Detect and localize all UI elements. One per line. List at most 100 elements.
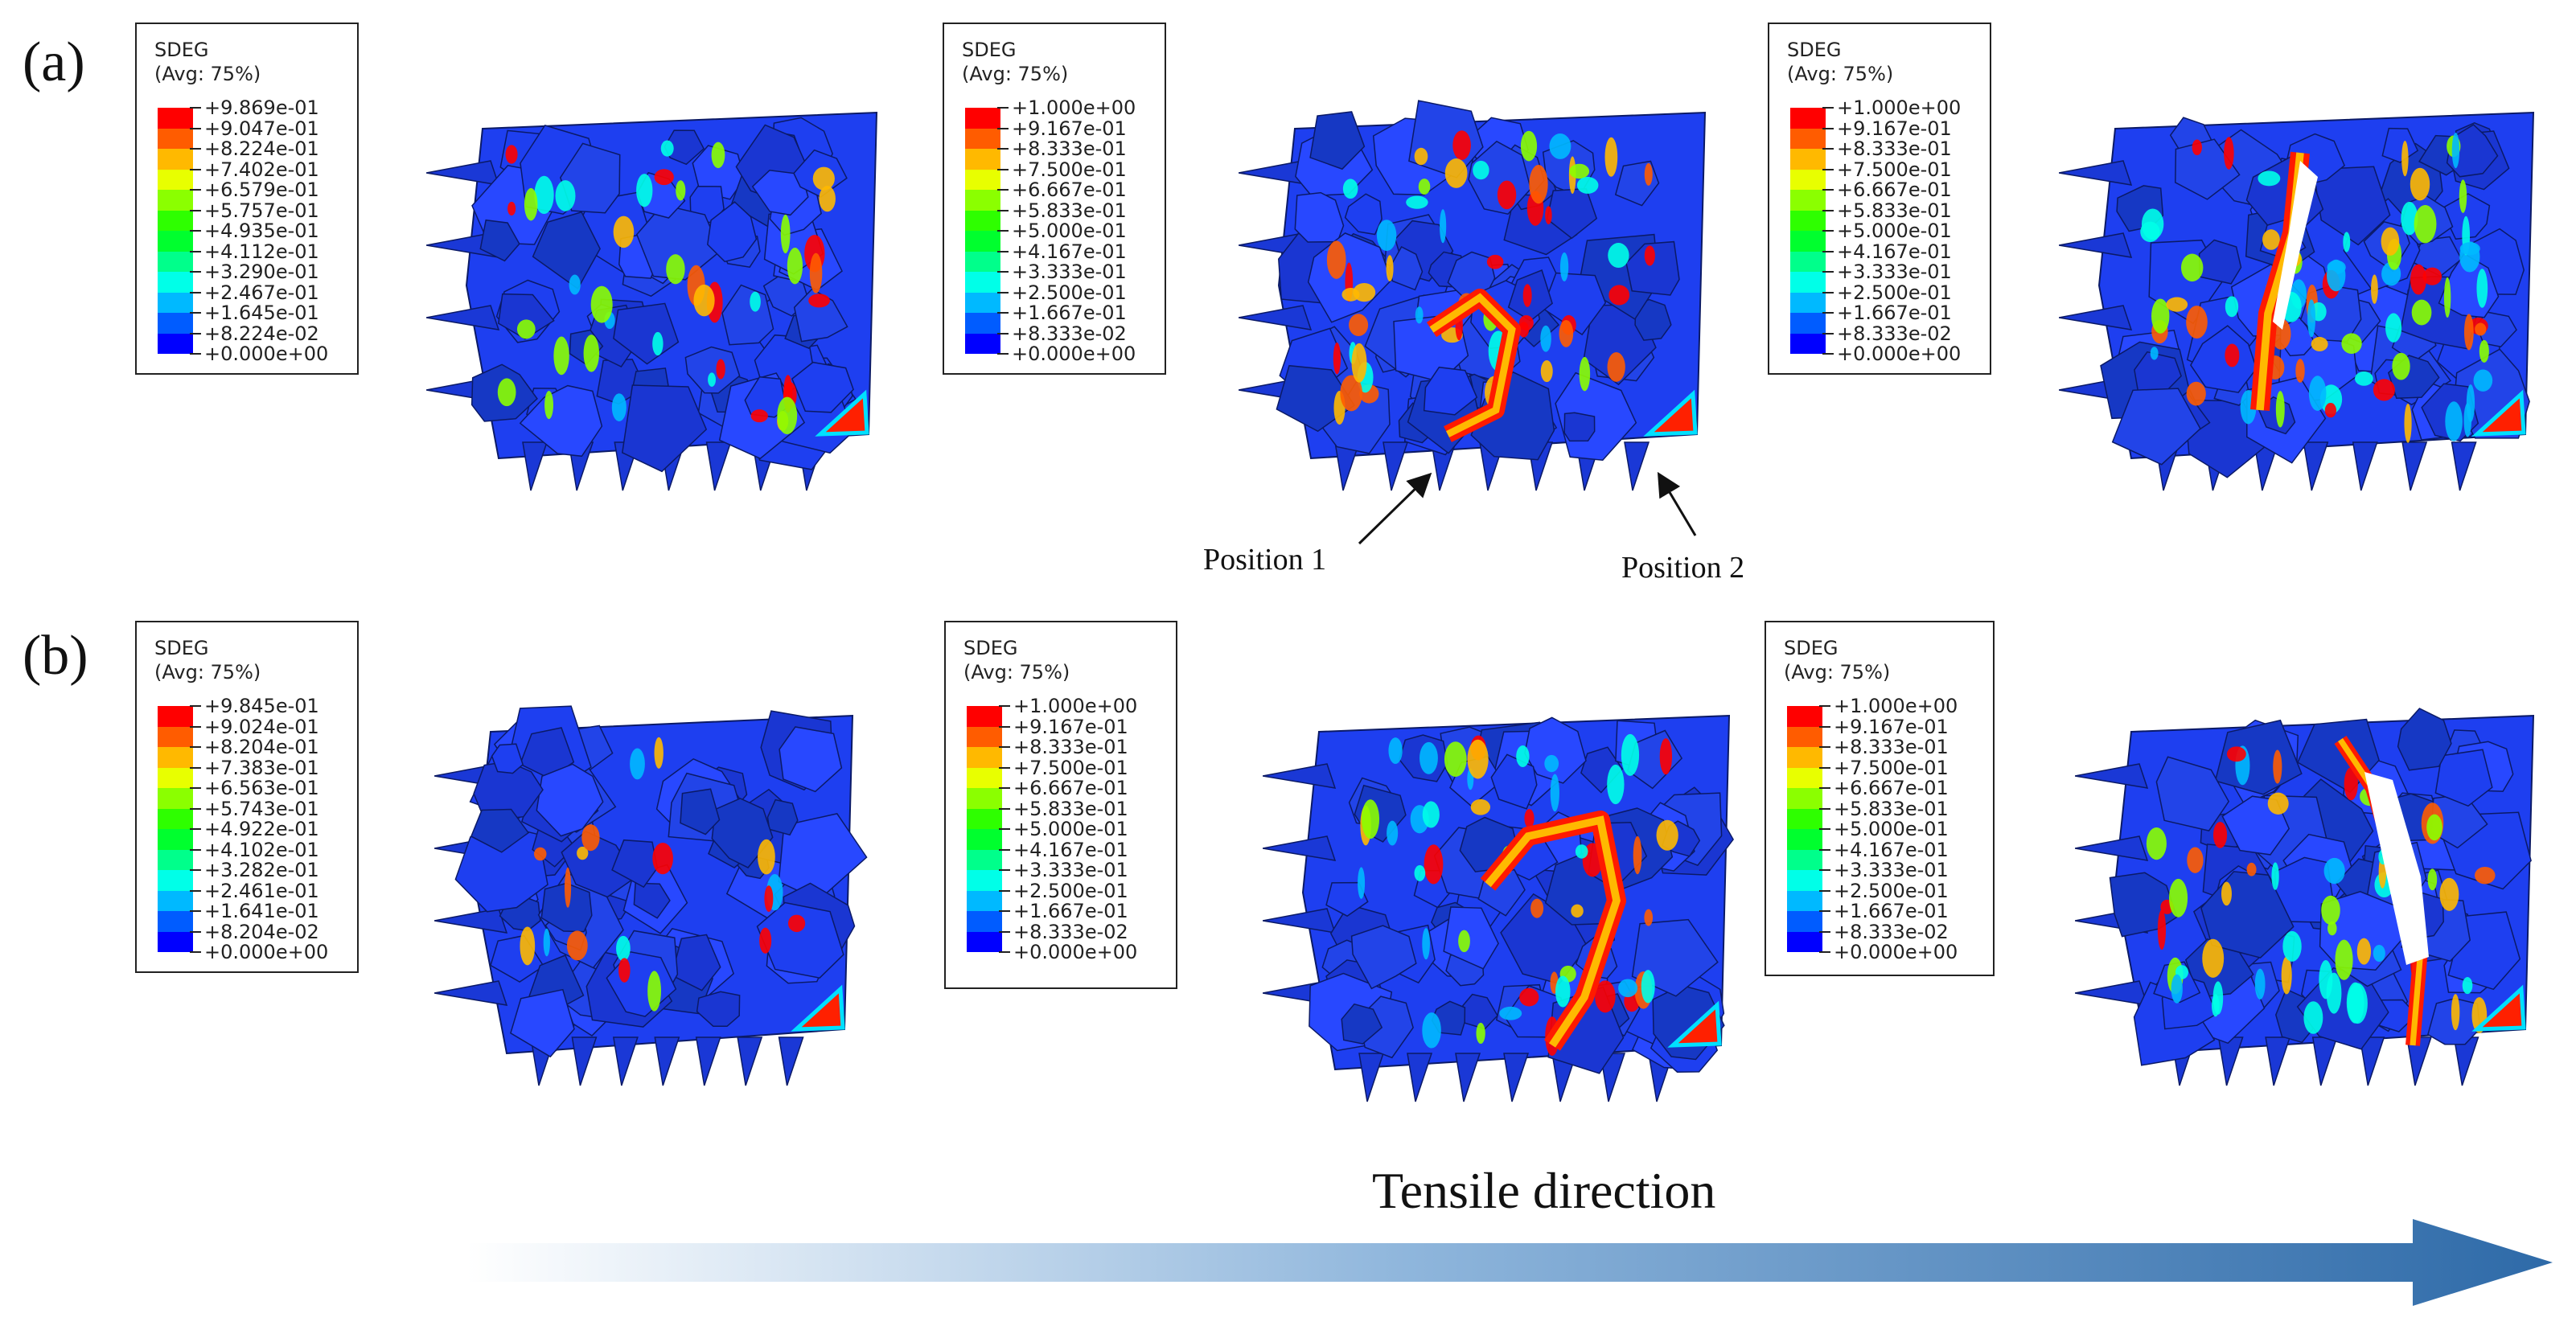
legend-tick [997, 189, 1009, 191]
damage-patch [1452, 130, 1471, 160]
grain [633, 882, 671, 919]
legend-value: +1.667e-01 [1012, 302, 1127, 324]
grain-spike [2075, 835, 2149, 861]
legend-value: +4.935e-01 [204, 220, 319, 242]
legend-tick [999, 910, 1010, 912]
legend-b2: SDEG (Avg: 75%) +1.000e+00 +9.167e-01 +8.333… [944, 621, 1177, 989]
row-label-a: (a) [23, 31, 85, 93]
damage-patch [660, 140, 674, 157]
damage-patch [1388, 737, 1403, 764]
legend-tick [1819, 787, 1830, 789]
grain-spike [426, 305, 500, 330]
damage-patch [2180, 253, 2204, 282]
legend-tick [1822, 148, 1834, 150]
legend-subtitle: (Avg: 75%) [154, 661, 261, 683]
damage-patch [1520, 130, 1538, 162]
damage-patch [1608, 243, 1629, 269]
damage-patch [583, 335, 600, 372]
damage-patch [1419, 741, 1438, 774]
grain-spike [1382, 441, 1409, 491]
damage-patch [2150, 347, 2159, 360]
legend-value: +1.000e+00 [1012, 96, 1136, 119]
legend-value: +6.563e-01 [204, 777, 319, 799]
legend-value: +4.112e-01 [204, 240, 319, 263]
damage-patch [759, 927, 772, 954]
damage-patch [2401, 141, 2409, 177]
damage-patch [543, 928, 550, 957]
damage-patch [1540, 359, 1553, 383]
damage-patch [809, 252, 823, 294]
grain-spike [2451, 441, 2477, 491]
legend-value: +4.167e-01 [1012, 240, 1127, 263]
legend-tick [190, 271, 201, 273]
legend-tick [999, 705, 1010, 707]
damage-patch [1518, 322, 1530, 338]
legend-tick [997, 230, 1009, 232]
legend-color-bar [967, 706, 1002, 952]
legend-title: SDEG [1787, 39, 1842, 61]
legend-subtitle: (Avg: 75%) [154, 63, 261, 85]
damage-patch [1444, 741, 1467, 778]
damage-patch [750, 291, 761, 312]
damage-patch [2282, 930, 2302, 962]
damage-patch [2344, 767, 2358, 801]
legend-a1: SDEG (Avg: 75%) +9.869e-01 +9.047e-01 +8.224… [135, 23, 359, 375]
damage-patch [1575, 844, 1588, 859]
legend-value: +1.667e-01 [1834, 900, 1949, 922]
tensile-direction-arrow [466, 1219, 2553, 1306]
legend-value: +2.500e-01 [1834, 879, 1949, 902]
damage-patch [1608, 285, 1630, 306]
legend-tick [190, 951, 201, 953]
legend-value: +7.402e-01 [204, 158, 319, 181]
legend-value: +8.333e-02 [1834, 920, 1949, 943]
damage-patch [2225, 296, 2239, 318]
legend-subtitle: (Avg: 75%) [1784, 661, 1891, 683]
damage-patch [2459, 242, 2480, 256]
legend-value: +8.224e-02 [204, 322, 319, 345]
grain-spike [1455, 1053, 1481, 1102]
grain [680, 788, 721, 835]
damage-patch [1467, 739, 1489, 779]
legend-value: +8.333e-02 [1837, 322, 1952, 345]
legend-value: +9.024e-01 [204, 715, 319, 738]
damage-patch [2404, 403, 2412, 443]
grain [2397, 708, 2452, 771]
legend-value: +4.167e-01 [1837, 240, 1952, 263]
grain [756, 901, 844, 979]
legend-subtitle: (Avg: 75%) [962, 63, 1069, 85]
grain [766, 798, 799, 836]
damage-patch [654, 737, 664, 769]
legend-tick [997, 168, 1009, 170]
legend-tick [1822, 250, 1834, 252]
damage-patch [2335, 939, 2353, 980]
legend-tick [1819, 828, 1830, 830]
legend-subtitle: (Avg: 75%) [963, 661, 1070, 683]
legend-value: +5.000e-01 [1837, 220, 1952, 242]
legend-tick [1822, 168, 1834, 170]
damage-patch [2166, 297, 2188, 312]
damage-patch [2226, 746, 2246, 762]
legend-value: +8.333e-02 [1013, 920, 1128, 943]
damage-patch [497, 378, 516, 407]
grain-spike [705, 441, 732, 491]
legend-tick [1819, 705, 1830, 707]
damage-patch [2212, 821, 2228, 848]
damage-patch [2346, 982, 2364, 1024]
grain-spike [2059, 160, 2133, 186]
grain-spike [426, 160, 500, 186]
position-2-arrow [1657, 471, 1697, 536]
legend-color-bar [158, 108, 193, 354]
grain-spike [1503, 1053, 1530, 1102]
corner-damage [815, 389, 869, 437]
legend-value: +9.167e-01 [1012, 117, 1127, 140]
damage-patch [819, 186, 836, 212]
grain [621, 384, 708, 473]
legend-a3: SDEG (Avg: 75%) +1.000e+00 +9.167e-01 +8.333… [1768, 23, 1991, 375]
damage-patch [2479, 339, 2489, 363]
damage-patch [1569, 163, 1590, 179]
damage-patch [2258, 170, 2281, 187]
damage-patch [2187, 847, 2204, 873]
damage-patch [1458, 930, 1470, 953]
grain [2111, 388, 2201, 466]
